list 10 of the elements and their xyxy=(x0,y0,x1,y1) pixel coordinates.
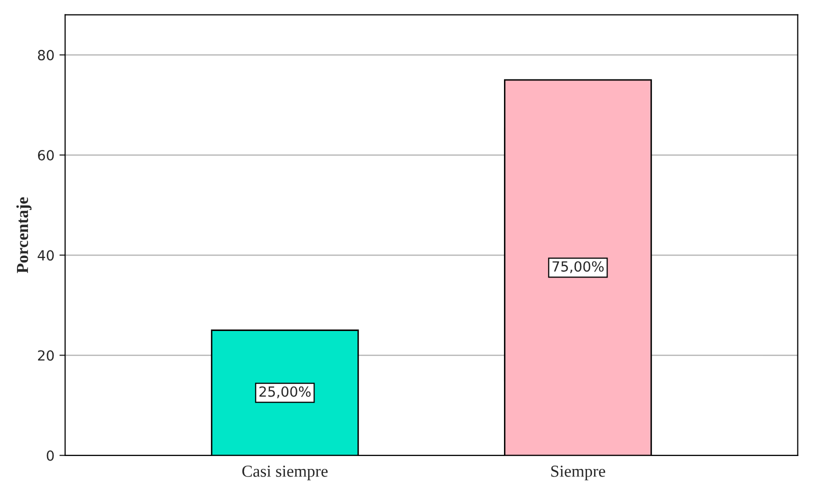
y-axis-title: Porcentaje xyxy=(16,197,32,274)
y-tick-label: 20 xyxy=(38,350,54,361)
y-tick-label: 60 xyxy=(38,150,54,160)
x-tick-label: Casi siempre xyxy=(242,466,328,480)
data-label: 25,00% xyxy=(259,386,311,398)
x-tick-label: Siempre xyxy=(551,466,606,480)
data-label: 75,00% xyxy=(552,261,604,274)
y-tick-label: 0 xyxy=(46,450,54,461)
y-tick-label: 80 xyxy=(38,50,54,60)
y-tick-label: 40 xyxy=(38,250,54,261)
